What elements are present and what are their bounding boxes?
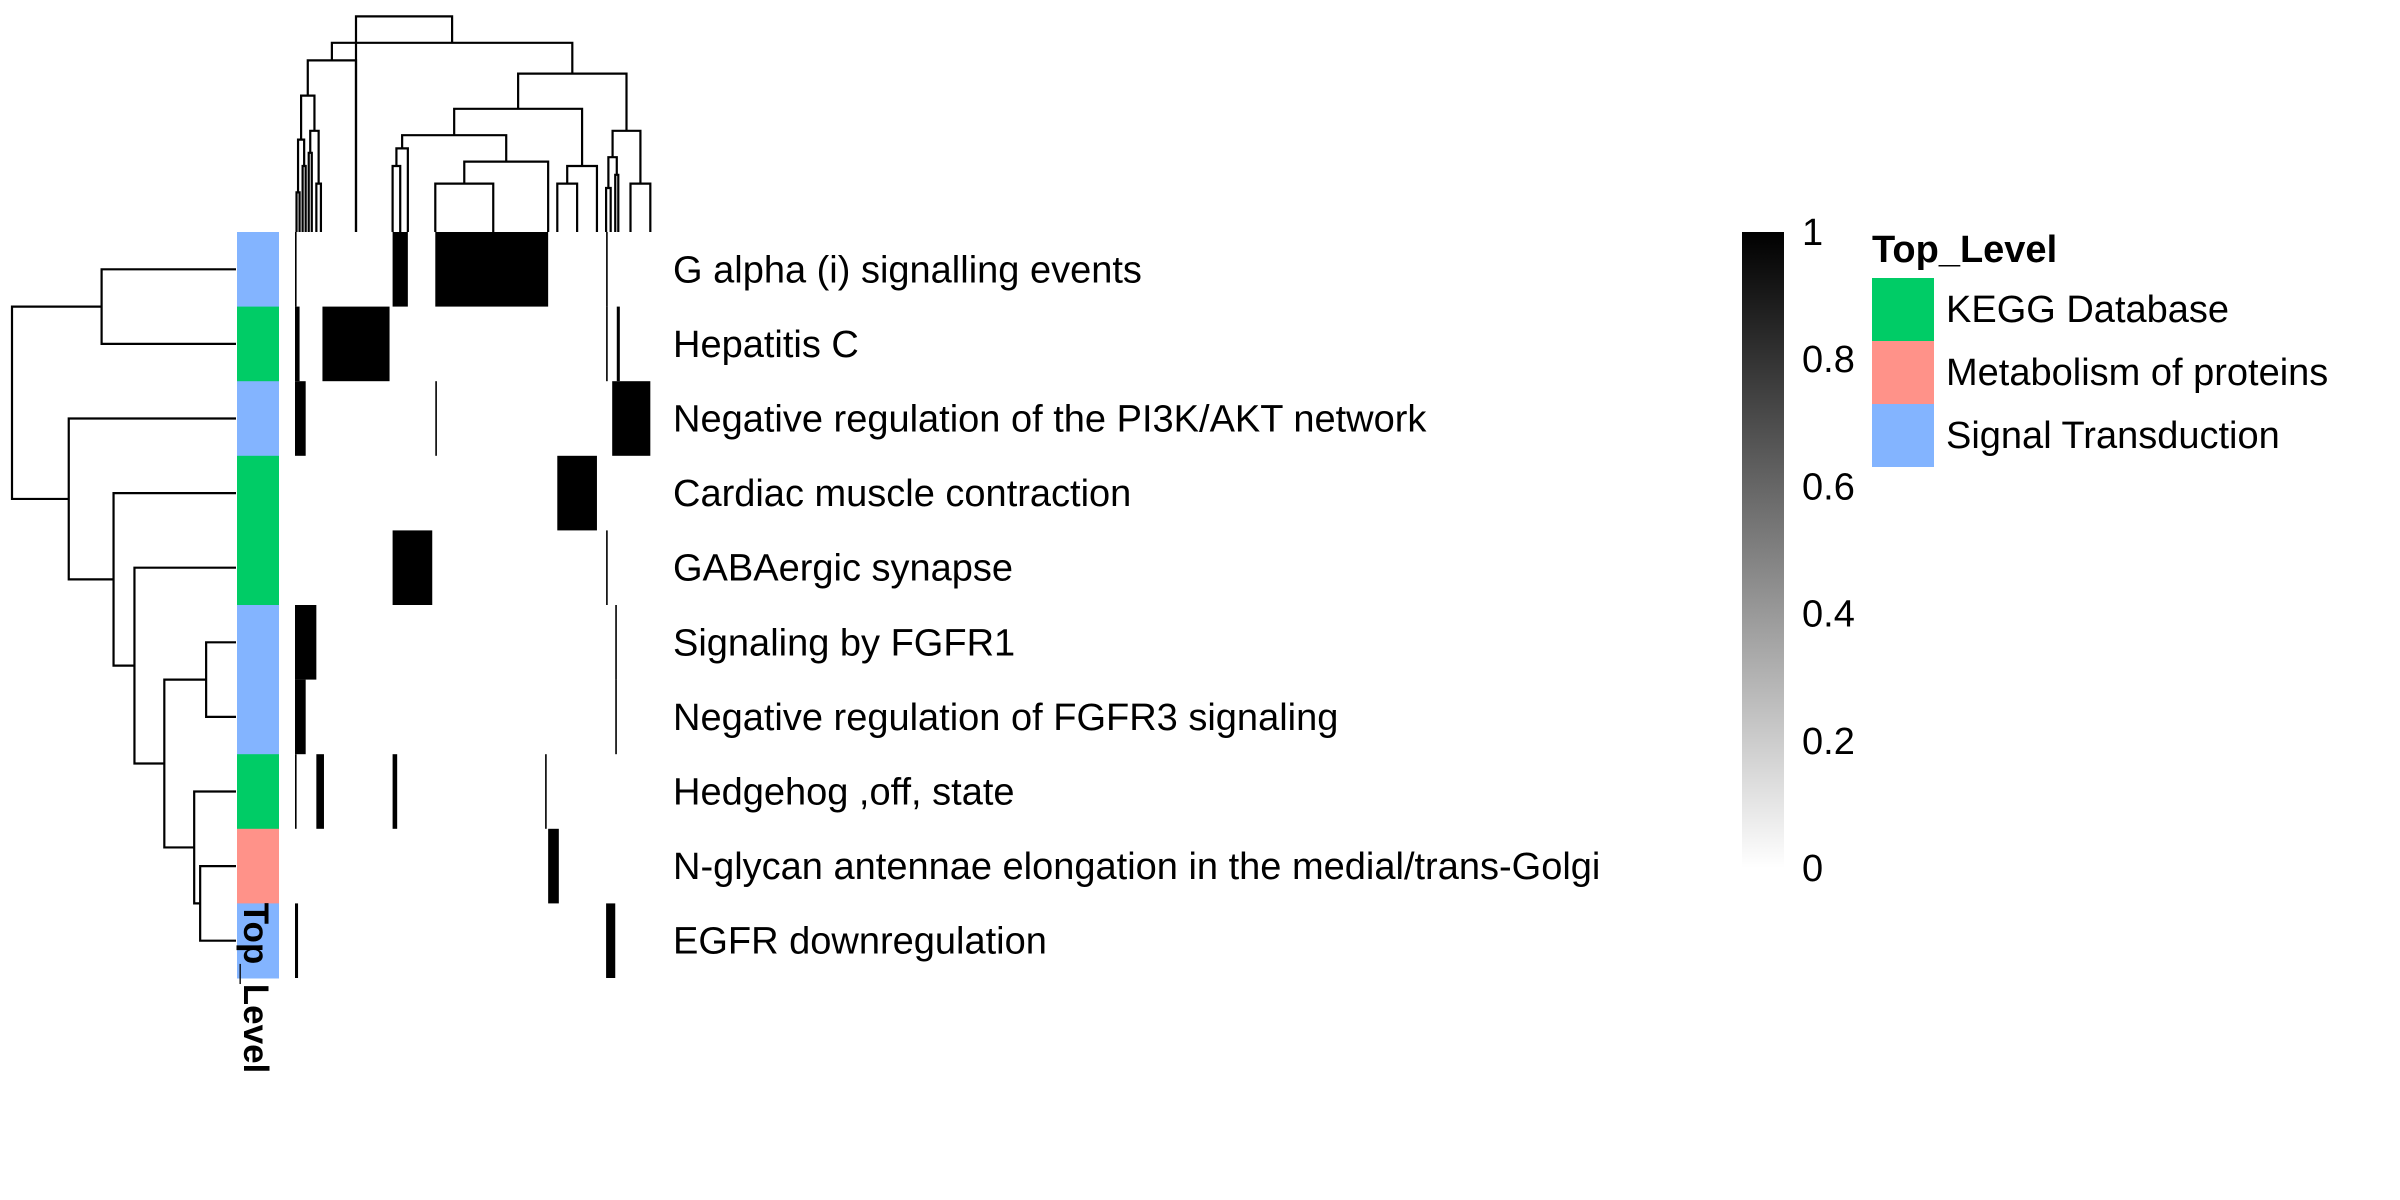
heatmap-cell [548, 829, 559, 904]
heatmap-cell [606, 903, 615, 978]
annotation-legend-label: KEGG Database [1946, 289, 2229, 331]
annotation-legend-swatch [1872, 404, 1934, 467]
annotation-legend-title: Top_Level [1872, 229, 2057, 271]
row-label: G alpha (i) signalling events [673, 249, 1142, 291]
heatmap-cell [295, 605, 316, 680]
row-label: N-glycan antennae elongation in the medi… [673, 846, 1600, 888]
annotation-cell [237, 456, 279, 531]
heatmap-cell [615, 680, 617, 755]
heatmap-cell [316, 754, 324, 829]
heatmap-cell [393, 754, 398, 829]
row-annotation-bar [237, 232, 279, 979]
row-label: Negative regulation of the PI3K/AKT netw… [673, 399, 1427, 441]
row-label: GABAergic synapse [673, 548, 1013, 590]
heatmap-cell [393, 530, 433, 605]
row-label: Negative regulation of FGFR3 signaling [673, 697, 1338, 739]
annotation-axis-label: Top_Level [236, 903, 275, 1074]
annotation-cell [237, 680, 279, 755]
row-label: Cardiac muscle contraction [673, 473, 1131, 515]
annotation-legend-swatch [1872, 341, 1934, 404]
heatmap-cell [617, 307, 620, 382]
heatmap-cell [295, 680, 306, 755]
annotation-legend-label: Signal Transduction [1946, 415, 2280, 457]
annotation-cell [237, 754, 279, 829]
heatmap-cell [295, 307, 300, 382]
row-label: EGFR downregulation [673, 921, 1047, 963]
annotation-cell [237, 530, 279, 605]
heatmap-cell [606, 307, 608, 382]
heatmap-cell [295, 903, 298, 978]
annotation-cell [237, 307, 279, 382]
heatmap-cell [295, 754, 297, 829]
heatmap-cell [393, 232, 408, 307]
annotation-legend-swatch [1872, 278, 1934, 341]
annotation-cell [237, 381, 279, 456]
color-scale-tick: 0.6 [1802, 466, 1855, 508]
annotation-cell [237, 829, 279, 904]
color-scale-tick: 0.2 [1802, 721, 1855, 763]
color-scale-tick: 0 [1802, 848, 1823, 890]
heatmap-cell [295, 381, 306, 456]
row-label: Hedgehog ,off, state [673, 772, 1015, 814]
heatmap-cell [295, 232, 297, 307]
annotation-cell [237, 605, 279, 680]
heatmap-cell [435, 232, 548, 307]
heatmap-cell [435, 381, 437, 456]
heatmap-cell [612, 381, 650, 456]
row-label: Signaling by FGFR1 [673, 622, 1015, 664]
heatmap-cell [615, 605, 617, 680]
heatmap-cell [545, 754, 547, 829]
heatmap-cell [557, 456, 597, 531]
heatmap-cell [322, 307, 389, 382]
color-scale-tick: 0.4 [1802, 594, 1855, 636]
color-scale-tick: 1 [1802, 212, 1823, 254]
heatmap-cell [606, 232, 608, 307]
row-label: Hepatitis C [673, 324, 859, 366]
color-scale-bar [1742, 232, 1784, 868]
annotation-cell [237, 232, 279, 307]
heatmap-cell [606, 530, 608, 605]
annotation-legend-label: Metabolism of proteins [1946, 352, 2328, 394]
color-scale-tick: 0.8 [1802, 339, 1855, 381]
